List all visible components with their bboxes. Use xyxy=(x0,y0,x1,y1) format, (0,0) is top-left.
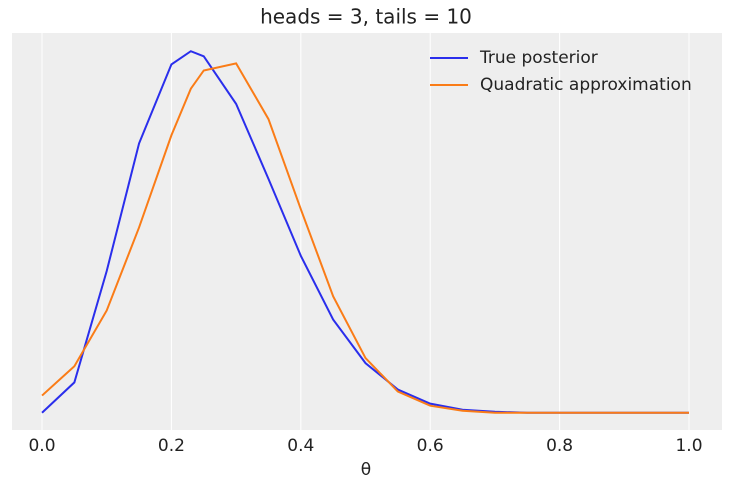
x-tick-label: 0.0 xyxy=(28,436,55,456)
line-series xyxy=(41,62,690,414)
x-tick-label: 0.6 xyxy=(417,436,444,456)
x-tick-label: 0.8 xyxy=(546,436,573,456)
chart-title: heads = 3, tails = 10 xyxy=(260,5,472,29)
x-axis-label: θ xyxy=(361,460,371,480)
x-tick-label: 0.4 xyxy=(287,436,314,456)
x-tick-label: 0.2 xyxy=(158,436,185,456)
x-tick-label: 1.0 xyxy=(675,436,702,456)
legend-label: Quadratic approximation xyxy=(480,75,692,95)
legend-label: True posterior xyxy=(479,48,598,68)
